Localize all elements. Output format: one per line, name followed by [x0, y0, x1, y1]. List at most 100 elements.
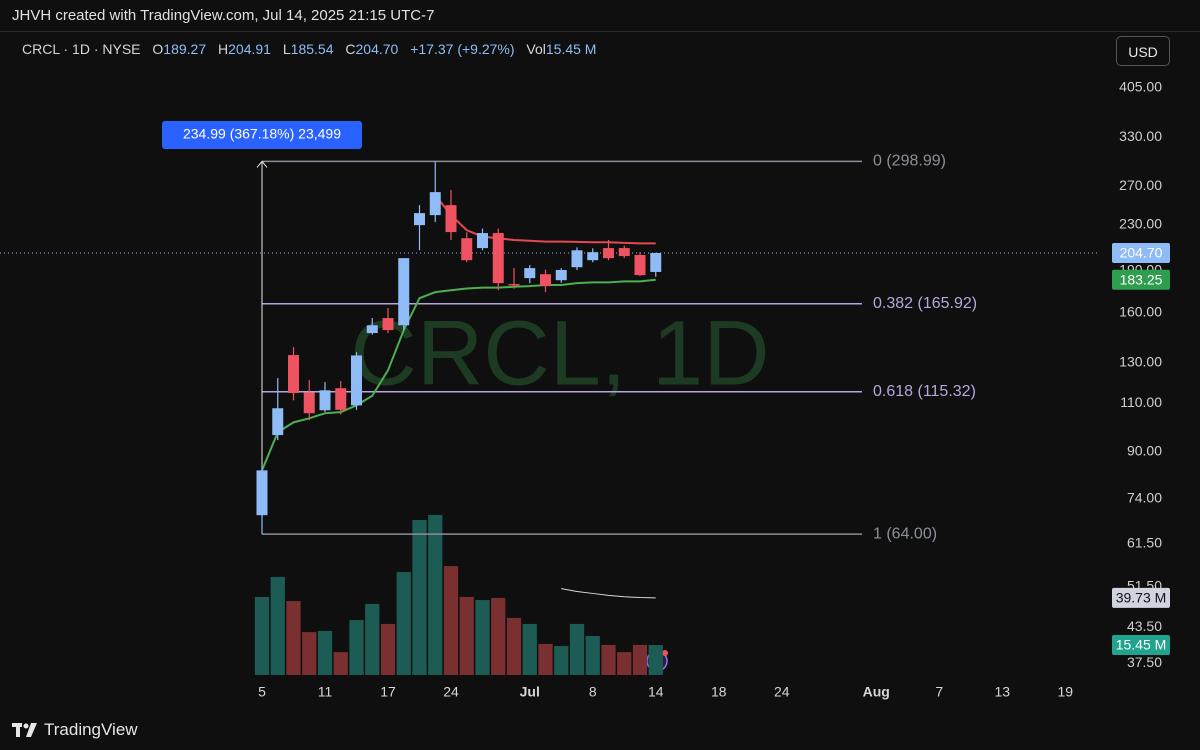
volume-bar [648, 644, 663, 675]
legend-value: 204.70 [355, 41, 399, 57]
y-tick-label: 110.00 [1120, 394, 1162, 410]
volume-bar [569, 623, 585, 675]
candle-body [429, 192, 441, 216]
volume-bar [412, 520, 427, 675]
candle-body [288, 355, 299, 394]
legend: CRCL · 1D · NYSE O189.27 H204.91 L185.54… [22, 41, 604, 57]
x-tick-label: 5 [258, 684, 266, 700]
candle-body [571, 250, 583, 268]
icon-dot [662, 650, 668, 656]
legend-value: 204.91 [228, 41, 271, 57]
volume-bar [506, 617, 522, 675]
candle-body [477, 233, 488, 249]
last-value-box [1112, 587, 1170, 608]
candle-body [492, 233, 504, 284]
legend-volume: 15.45 M [545, 41, 597, 57]
y-tick-label: 74.00 [1127, 490, 1162, 506]
x-tick-label: 19 [1057, 684, 1073, 700]
candle-body [398, 258, 410, 326]
brand: TradingView [44, 720, 138, 739]
candle-body [319, 390, 331, 411]
candle-body [587, 252, 599, 261]
fib-label: 1 (64.00) [873, 525, 937, 542]
volume-bar [632, 644, 648, 675]
volume-bar [522, 623, 537, 675]
ma-line [561, 588, 656, 599]
legend-key: L [282, 41, 291, 57]
currency-button[interactable]: USD [1116, 36, 1170, 66]
footer: TradingView [12, 719, 138, 741]
candle-body [634, 255, 646, 276]
volume-bar [333, 652, 348, 675]
volume-bar [538, 643, 553, 675]
x-tick-label: 24 [774, 684, 790, 700]
measure-box [162, 121, 362, 149]
y-tick-label: 37.50 [1127, 654, 1162, 670]
measure-arrowhead [256, 160, 268, 168]
fib-label: 0.382 (165.92) [873, 295, 977, 312]
legend-key: C [345, 41, 356, 57]
volume-bar [459, 596, 474, 675]
ma-line [261, 278, 656, 471]
last-value-label: 183.25 [1120, 271, 1163, 287]
x-tick-label: 13 [994, 684, 1010, 700]
candle-body [272, 408, 284, 436]
volume-bar [443, 566, 459, 675]
volume-bar [491, 597, 506, 675]
logo [12, 723, 37, 737]
symbol: CRCL · 1D · NYSE [22, 41, 141, 57]
candle-body [445, 205, 457, 233]
volume-bar [302, 632, 317, 675]
fib-label: 0.618 (115.32) [873, 383, 976, 400]
ma-line [434, 194, 656, 245]
fib-label: 0 (298.99) [873, 153, 946, 170]
last-value-box [1112, 242, 1170, 263]
volume-bar [585, 635, 600, 675]
x-tick-label: 7 [935, 684, 943, 700]
y-tick-label: 43.50 [1127, 618, 1162, 634]
volume-bar [554, 646, 569, 675]
candle-body [540, 274, 551, 287]
legend-key: H [218, 41, 229, 57]
logo-part [26, 723, 37, 737]
candle-body [524, 268, 536, 279]
legend-value: 189.27 [163, 41, 207, 57]
candle-body [366, 325, 378, 334]
last-value-label: 204.70 [1120, 245, 1163, 261]
x-tick-label: 17 [380, 684, 396, 700]
x-tick-label: 24 [443, 684, 459, 700]
volume-bar [365, 603, 380, 675]
volume-bar [254, 596, 270, 675]
candle-body [414, 213, 425, 226]
logo-part [23, 723, 29, 729]
header: JHVH created with TradingView.com, Jul 1… [0, 0, 1200, 32]
volume-bar [349, 620, 364, 675]
watermark: CRCL, 1D [350, 302, 769, 404]
y-tick-label: 330.00 [1119, 128, 1162, 144]
y-tick-label: 230.00 [1119, 216, 1162, 232]
volume-bar [380, 623, 396, 675]
legend-key: Vol [526, 41, 546, 57]
volume-bar [428, 514, 443, 675]
x-tick-label: 18 [711, 684, 727, 700]
volume-bar [601, 644, 616, 675]
volume-bar [270, 576, 285, 675]
last-value-label: 39.73 M [1116, 590, 1167, 606]
candle-body [618, 248, 630, 257]
volume-bar [317, 630, 333, 675]
volume-bar [617, 652, 632, 675]
candle-body [256, 470, 268, 516]
y-tick-label: 61.50 [1127, 534, 1162, 550]
y-tick-label: 405.00 [1119, 79, 1162, 95]
y-tick-label: 270.00 [1119, 177, 1162, 193]
candle-body [603, 248, 614, 259]
volume-bar [475, 600, 490, 675]
candle-body [351, 355, 362, 406]
x-tick-label: 8 [589, 684, 597, 700]
volume-bar [286, 601, 301, 675]
candle-body [555, 269, 567, 281]
